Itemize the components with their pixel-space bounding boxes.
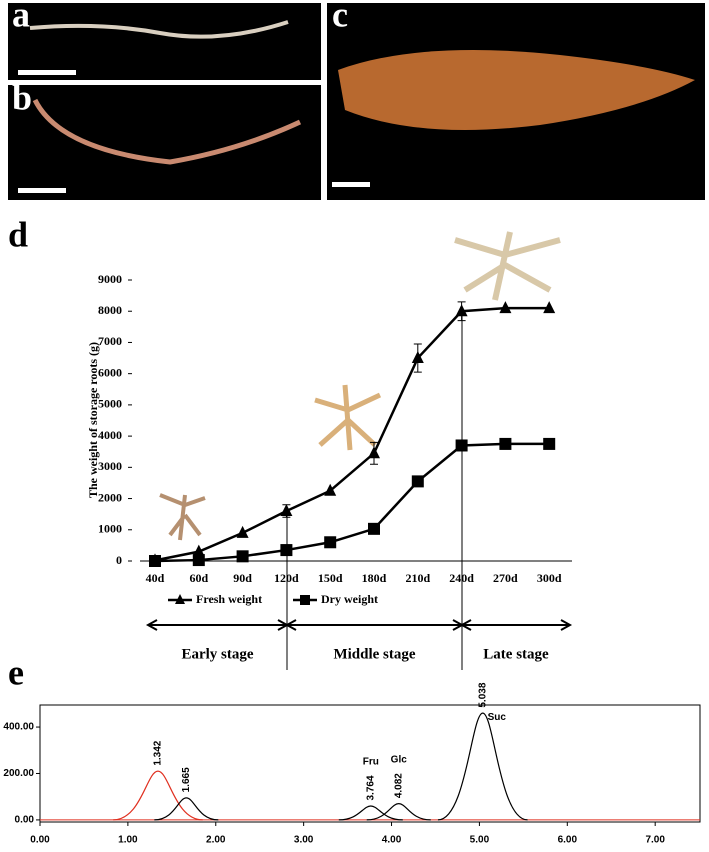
marker <box>411 351 424 364</box>
peak <box>113 770 203 821</box>
x-tick-label: 3.00 <box>294 835 314 846</box>
scale-bar <box>18 188 66 193</box>
peak-name: Suc <box>488 712 507 723</box>
peak-label: 1.665 <box>181 767 192 792</box>
peak-label: 1.342 <box>153 740 164 765</box>
peak-name: Glc <box>391 754 408 765</box>
x-tick-label: 6.00 <box>558 835 578 846</box>
legend-marker <box>300 595 310 605</box>
y-tick-label: 8000 <box>98 303 122 317</box>
root-photo <box>32 98 302 165</box>
marker <box>499 301 512 314</box>
photo-a <box>8 3 321 80</box>
legend-label: Dry weight <box>321 592 378 606</box>
y-tick-label: 7000 <box>98 334 122 348</box>
marker <box>455 304 468 317</box>
legend-marker <box>175 594 185 604</box>
y-tick-label: 2000 <box>98 490 122 504</box>
marker <box>149 555 161 567</box>
marker <box>324 536 337 549</box>
peak-name: Fru <box>363 757 379 768</box>
y-tick-label: 3000 <box>98 459 122 473</box>
stage-label: Early stage <box>181 646 253 662</box>
x-tick-label: 7.00 <box>645 835 665 846</box>
x-tick-label: 40d <box>146 571 165 585</box>
stage-label: Late stage <box>483 646 549 662</box>
y-tick-label: 0.00 <box>15 815 35 826</box>
marker <box>280 544 293 557</box>
peak-label: 3.764 <box>365 775 376 800</box>
stage-label: Middle stage <box>333 646 415 662</box>
y-tick-label: 0 <box>116 553 122 567</box>
x-tick-label: 0.00 <box>30 835 50 846</box>
stage-arrow <box>284 619 465 631</box>
root-illustration <box>314 384 382 451</box>
y-axis-label: The weight of storage roots (g) <box>86 342 100 498</box>
peak <box>437 712 528 821</box>
marker <box>236 550 249 563</box>
x-tick-label: 210d <box>405 571 430 585</box>
panel-label: e <box>8 652 24 692</box>
root-photo <box>29 20 289 39</box>
panel-label: d <box>8 214 28 254</box>
y-tick-label: 1000 <box>98 522 122 536</box>
marker <box>192 544 205 557</box>
scale-bar <box>18 70 76 75</box>
x-tick-label: 90d <box>233 571 252 585</box>
y-tick-label: 400.00 <box>3 722 34 733</box>
marker <box>543 437 556 450</box>
x-tick-label: 2.00 <box>206 835 226 846</box>
y-tick-label: 5000 <box>98 397 122 411</box>
panel-label: c <box>332 0 348 34</box>
peak-label: 4.082 <box>393 773 404 798</box>
marker <box>368 446 380 459</box>
scale-bar <box>332 182 370 187</box>
marker <box>411 475 424 488</box>
root-illustration <box>159 493 206 541</box>
y-tick-label: 200.00 <box>3 768 34 779</box>
x-tick-label: 1.00 <box>118 835 138 846</box>
peak-label: 5.038 <box>477 682 488 707</box>
series-line <box>154 442 550 563</box>
y-tick-label: 9000 <box>98 272 122 286</box>
peak <box>154 797 219 821</box>
root-illustration <box>454 231 561 301</box>
peak <box>338 805 403 821</box>
stage-arrow <box>145 619 290 631</box>
panel-label: a <box>12 0 30 34</box>
y-tick-label: 4000 <box>98 428 122 442</box>
marker <box>192 554 205 567</box>
y-tick-label: 6000 <box>98 365 122 379</box>
root-photo <box>338 50 695 130</box>
x-tick-label: 180d <box>362 571 387 585</box>
x-tick-label: 60d <box>189 571 208 585</box>
series-line <box>154 306 550 562</box>
stage-arrow <box>459 619 573 631</box>
x-tick-label: 270d <box>493 571 518 585</box>
peak <box>366 803 431 821</box>
photo-b <box>8 85 321 200</box>
x-tick-label: 300d <box>537 571 562 585</box>
x-tick-label: 150d <box>318 571 343 585</box>
marker <box>280 504 293 517</box>
marker <box>368 522 380 535</box>
marker <box>236 525 249 538</box>
x-tick-label: 5.00 <box>470 835 490 846</box>
plot-frame <box>39 704 701 823</box>
marker <box>543 301 556 314</box>
panel-label: b <box>12 77 32 117</box>
marker <box>499 437 512 450</box>
x-tick-label: 4.00 <box>382 835 402 846</box>
legend-label: Fresh weight <box>196 592 262 606</box>
marker <box>324 483 337 496</box>
